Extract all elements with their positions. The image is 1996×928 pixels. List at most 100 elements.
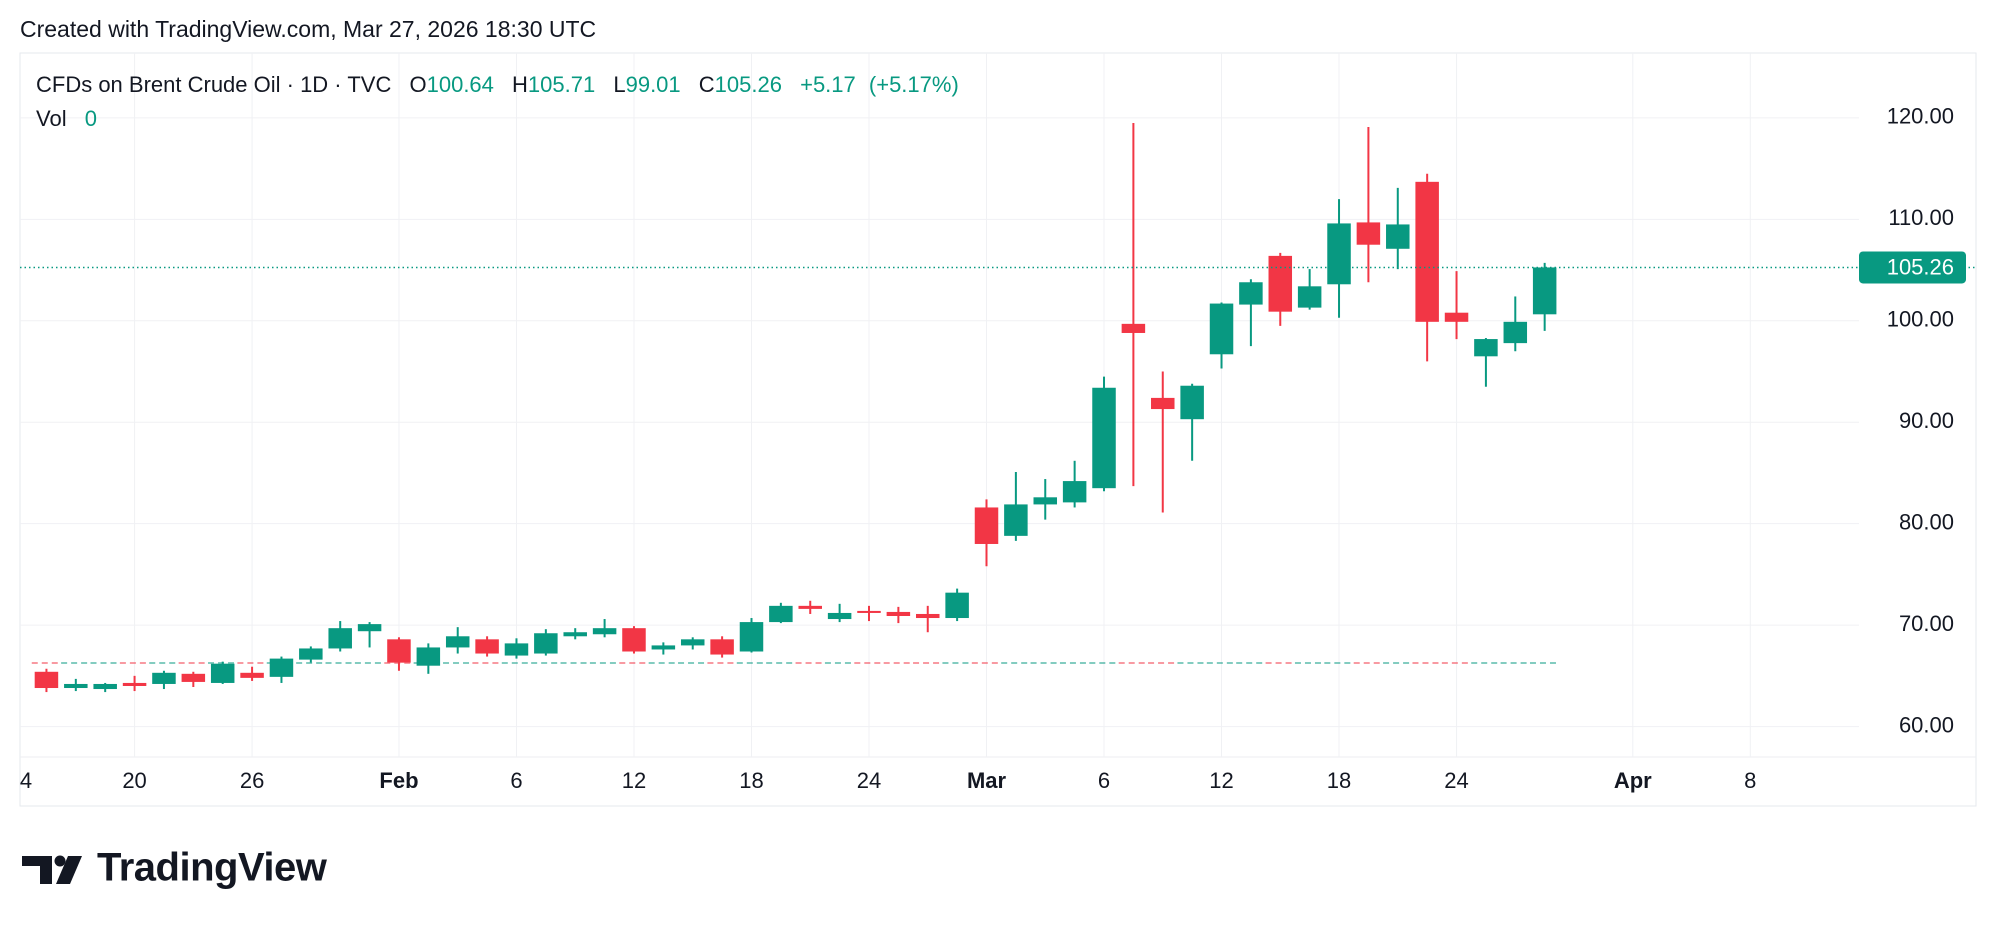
candle-body — [240, 672, 264, 678]
candle-body — [504, 643, 529, 656]
legend-row: CFDs on Brent Crude Oil · 1D · TVC O100.… — [36, 72, 959, 98]
x-tick-label: Mar — [967, 768, 1007, 793]
candle-body — [563, 632, 587, 637]
x-tick-label: 6 — [1098, 768, 1110, 793]
legend-value: 105.71 — [527, 72, 596, 97]
change-percent: (+5.17%) — [868, 72, 959, 97]
candle-body — [1033, 497, 1058, 505]
volume-label: Vol — [36, 106, 67, 131]
x-tick-label: 20 — [122, 768, 146, 793]
candle-body — [622, 628, 646, 652]
candle-body — [1503, 321, 1528, 344]
candle-body — [1151, 397, 1175, 410]
legend-key: O — [409, 72, 427, 97]
candle-body — [1386, 224, 1410, 249]
x-tick-label: 26 — [240, 768, 264, 793]
candle-body — [181, 673, 206, 682]
candle-body — [152, 672, 176, 684]
x-tick-label: Feb — [379, 768, 418, 793]
candle-body — [475, 639, 499, 654]
x-tick-label: 8 — [1744, 768, 1756, 793]
chart-frame — [19, 52, 1977, 807]
x-tick-label: 6 — [510, 768, 522, 793]
brand-name: TradingView — [97, 846, 328, 890]
x-tick-label: 18 — [1327, 768, 1351, 793]
candle-body — [769, 605, 793, 623]
candle-body — [1209, 303, 1234, 355]
logo-mark — [56, 856, 82, 884]
volume-value: 0 — [84, 106, 97, 131]
candle-body — [1268, 255, 1293, 312]
candle-body — [857, 610, 881, 613]
y-tick-label: 60.00 — [1899, 712, 1954, 737]
candle-body — [1356, 222, 1381, 245]
legend-key: L — [613, 72, 626, 97]
candle-body — [1121, 323, 1146, 333]
candle-body — [798, 605, 822, 609]
candle-body — [1239, 282, 1263, 305]
candle-body — [974, 507, 999, 544]
candle-body — [1297, 286, 1322, 308]
legend-value: 105.26 — [714, 72, 782, 97]
logo-mark — [54, 855, 66, 867]
legend-value: 99.01 — [625, 72, 681, 97]
candle-body — [1474, 339, 1498, 357]
symbol-title: CFDs on Brent Crude Oil · 1D · TVC — [36, 72, 392, 97]
candle-body — [64, 683, 88, 689]
y-tick-label: 80.00 — [1899, 509, 1954, 534]
y-tick-label: 90.00 — [1899, 408, 1954, 433]
candle-body — [122, 682, 147, 686]
candle-body — [1532, 267, 1557, 315]
candle-body — [651, 645, 676, 650]
legend-key: H — [512, 72, 528, 97]
x-tick-label: 18 — [739, 768, 763, 793]
candle-body — [416, 647, 441, 666]
candle-body — [1444, 312, 1469, 322]
candle-body — [387, 639, 411, 663]
last-price-label: 105.26 — [1887, 254, 1954, 279]
logo-mark — [22, 856, 52, 884]
x-tick-label: 24 — [857, 768, 881, 793]
x-tick-label: 12 — [622, 768, 646, 793]
candle-body — [299, 648, 323, 660]
candle-body — [1004, 504, 1028, 536]
legend-key: C — [698, 72, 715, 97]
candle-body — [945, 592, 969, 619]
y-tick-label: 120.00 — [1887, 104, 1954, 129]
legend-value: 100.64 — [426, 72, 494, 97]
candle-body — [269, 658, 294, 677]
x-tick-label: Apr — [1614, 768, 1652, 793]
candle-body — [1092, 387, 1116, 489]
x-tick-label: 4 — [20, 768, 32, 793]
candle-body — [1062, 481, 1087, 503]
candle-body — [710, 639, 734, 655]
candle-body — [680, 639, 705, 646]
created-note: Created with TradingView.com, Mar 27, 20… — [20, 16, 596, 42]
volume-row: Vol 0 — [36, 106, 97, 132]
candle-body — [534, 633, 558, 654]
candle-body — [34, 671, 59, 689]
candle-body — [93, 683, 117, 690]
y-tick-label: 70.00 — [1899, 611, 1954, 636]
candle-body — [886, 611, 911, 616]
y-tick-label: 110.00 — [1888, 205, 1954, 230]
change: +5.17 — [800, 72, 856, 97]
candle-body — [210, 663, 235, 683]
last-price-box — [1859, 251, 1966, 284]
tradingview-logo — [22, 855, 82, 884]
candle-body — [1180, 385, 1204, 420]
candle-body — [1327, 223, 1351, 285]
x-tick-label: 24 — [1444, 768, 1468, 793]
candle-body — [739, 622, 764, 652]
candle-body — [357, 624, 382, 632]
y-tick-label: 100.00 — [1887, 307, 1954, 332]
candle-body — [445, 636, 470, 648]
candle-body — [827, 612, 852, 620]
x-tick-label: 12 — [1209, 768, 1233, 793]
candle-body — [592, 628, 617, 635]
candle-body — [328, 628, 352, 649]
candle-body — [1415, 181, 1439, 322]
candle-body — [915, 613, 940, 619]
